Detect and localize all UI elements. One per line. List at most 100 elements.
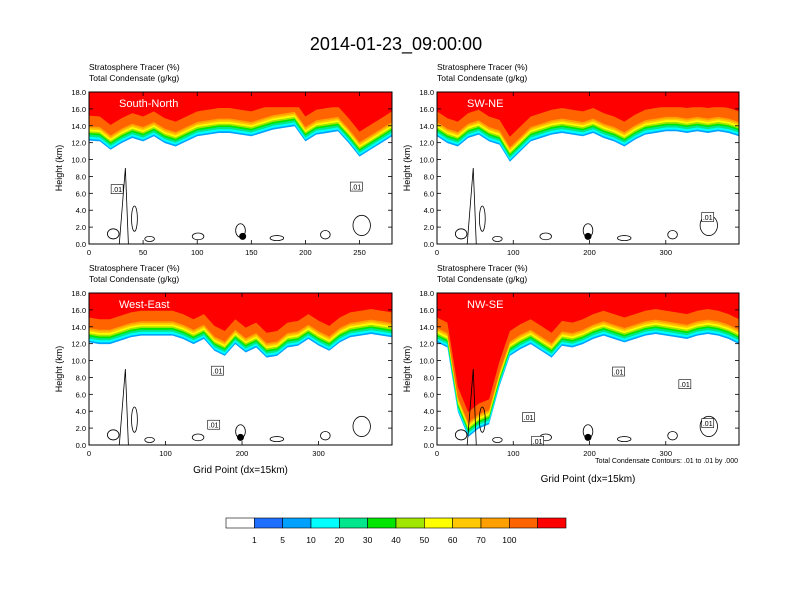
y-tick-label: 8.0	[424, 373, 434, 382]
y-tick-label: 18.0	[71, 88, 86, 97]
contour-label: .01	[614, 370, 624, 377]
y-axis-label: Height (km)	[54, 346, 64, 393]
tracer-field	[437, 293, 739, 445]
y-tick-label: 16.0	[71, 306, 86, 315]
location-marker	[237, 433, 244, 441]
panel-nw-se: .01 .01 .01 .01 .01 NW-SE Stratosphere Tracer …	[402, 263, 740, 485]
y-axis-label: Height (km)	[402, 346, 412, 393]
y-tick-label: 10.0	[419, 357, 434, 366]
colorbar-swatch	[480, 517, 510, 529]
x-tick-label: 0	[435, 449, 439, 458]
header-label-1: Stratosphere Tracer (%)	[437, 263, 528, 273]
y-tick-label: 18.0	[71, 289, 86, 298]
colorbar-swatch	[310, 517, 340, 529]
colorbar-label: 1	[252, 535, 257, 545]
x-tick-label: 50	[139, 248, 147, 257]
tracer-field	[89, 92, 392, 244]
header-label-2: Total Condensate (g/kg)	[89, 274, 179, 284]
contour-label: .01	[524, 415, 534, 422]
panel-name: NW-SE	[467, 299, 503, 311]
location-marker	[584, 232, 592, 240]
header-label-2: Total Condensate (g/kg)	[437, 274, 527, 284]
header-label-1: Stratosphere Tracer (%)	[89, 62, 180, 72]
colorbar-swatch	[395, 517, 425, 529]
y-axis-label: Height (km)	[402, 145, 412, 192]
y-tick-label: 0.0	[424, 441, 434, 450]
panel-west-east: .01 .01 West-East Stratosphere Tracer (%)To…	[54, 263, 393, 476]
colorbar-label: 60	[448, 535, 458, 545]
x-tick-label: 200	[583, 248, 596, 257]
colorbar-label: 5	[280, 535, 285, 545]
y-tick-label: 6.0	[76, 390, 86, 399]
colorbar-swatch	[452, 517, 482, 529]
x-tick-label: 100	[507, 449, 520, 458]
y-tick-label: 18.0	[419, 289, 434, 298]
y-tick-label: 14.0	[71, 323, 86, 332]
y-tick-label: 10.0	[419, 156, 434, 165]
y-tick-label: 4.0	[76, 407, 86, 416]
location-marker	[239, 232, 247, 240]
contour-label: .01	[680, 382, 690, 389]
y-tick-label: 14.0	[71, 122, 86, 131]
condensate-contours	[107, 368, 371, 445]
colorbar: 1 5 10 20 30 40 50 60 70 100	[225, 517, 567, 545]
colorbar-swatch	[282, 517, 312, 529]
colorbar-swatch	[424, 517, 453, 529]
contour-label: .01	[533, 439, 543, 446]
y-tick-label: 10.0	[71, 156, 86, 165]
panel-sw-ne: .01 SW-NE Stratosphere Tracer (%)Total Con…	[402, 62, 740, 257]
y-tick-label: 14.0	[419, 323, 434, 332]
y-tick-label: 4.0	[424, 206, 434, 215]
header-label-1: Stratosphere Tracer (%)	[89, 263, 180, 273]
colorbar-label: 30	[363, 535, 373, 545]
condensate-contours	[107, 167, 371, 244]
y-axis-label: Height (km)	[54, 145, 64, 192]
x-tick-label: 0	[87, 248, 91, 257]
x-tick-label: 100	[507, 248, 520, 257]
x-tick-label: 0	[435, 248, 439, 257]
x-tick-label: 300	[660, 248, 673, 257]
y-tick-label: 6.0	[424, 390, 434, 399]
contour-label: .01	[112, 187, 122, 194]
x-axis-label: Grid Point (dx=15km)	[541, 474, 636, 485]
y-tick-label: 8.0	[424, 172, 434, 181]
condensate-contours	[454, 167, 718, 244]
contour-label: .01	[209, 423, 219, 430]
colorbar-swatch	[254, 517, 283, 529]
condensate-contours	[454, 368, 718, 445]
panel-name: SW-NE	[467, 98, 503, 110]
contour-label: .01	[351, 185, 361, 192]
location-marker	[584, 433, 592, 441]
panel-name: West-East	[119, 299, 170, 311]
y-tick-label: 2.0	[424, 223, 434, 232]
y-tick-label: 10.0	[71, 357, 86, 366]
y-tick-label: 4.0	[76, 206, 86, 215]
colorbar-swatch	[509, 517, 538, 529]
y-tick-label: 0.0	[424, 240, 434, 249]
x-tick-label: 300	[660, 449, 673, 458]
panel-name: South-North	[119, 98, 178, 110]
y-tick-label: 12.0	[419, 139, 434, 148]
x-tick-label: 200	[583, 449, 596, 458]
y-tick-label: 12.0	[71, 340, 86, 349]
header-label-2: Total Condensate (g/kg)	[437, 73, 527, 83]
y-tick-label: 16.0	[419, 306, 434, 315]
colorbar-label: 40	[391, 535, 401, 545]
y-tick-label: 0.0	[76, 240, 86, 249]
x-tick-label: 100	[191, 248, 204, 257]
colorbar-label: 70	[476, 535, 486, 545]
header-label-2: Total Condensate (g/kg)	[89, 73, 179, 83]
contour-label: .01	[703, 215, 713, 222]
colorbar-label: 10	[306, 535, 316, 545]
y-tick-label: 8.0	[76, 172, 86, 181]
contour-note: Total Condensate Contours: .01 to .01 by…	[595, 458, 738, 465]
colorbar-swatch	[367, 517, 397, 529]
y-tick-label: 18.0	[419, 88, 434, 97]
x-tick-label: 300	[312, 449, 325, 458]
contour-label: .01	[703, 421, 713, 428]
colorbar-swatch	[339, 517, 368, 529]
y-tick-label: 16.0	[71, 105, 86, 114]
header-label-1: Stratosphere Tracer (%)	[437, 62, 528, 72]
colorbar-swatch	[225, 517, 255, 529]
y-tick-label: 14.0	[419, 122, 434, 131]
